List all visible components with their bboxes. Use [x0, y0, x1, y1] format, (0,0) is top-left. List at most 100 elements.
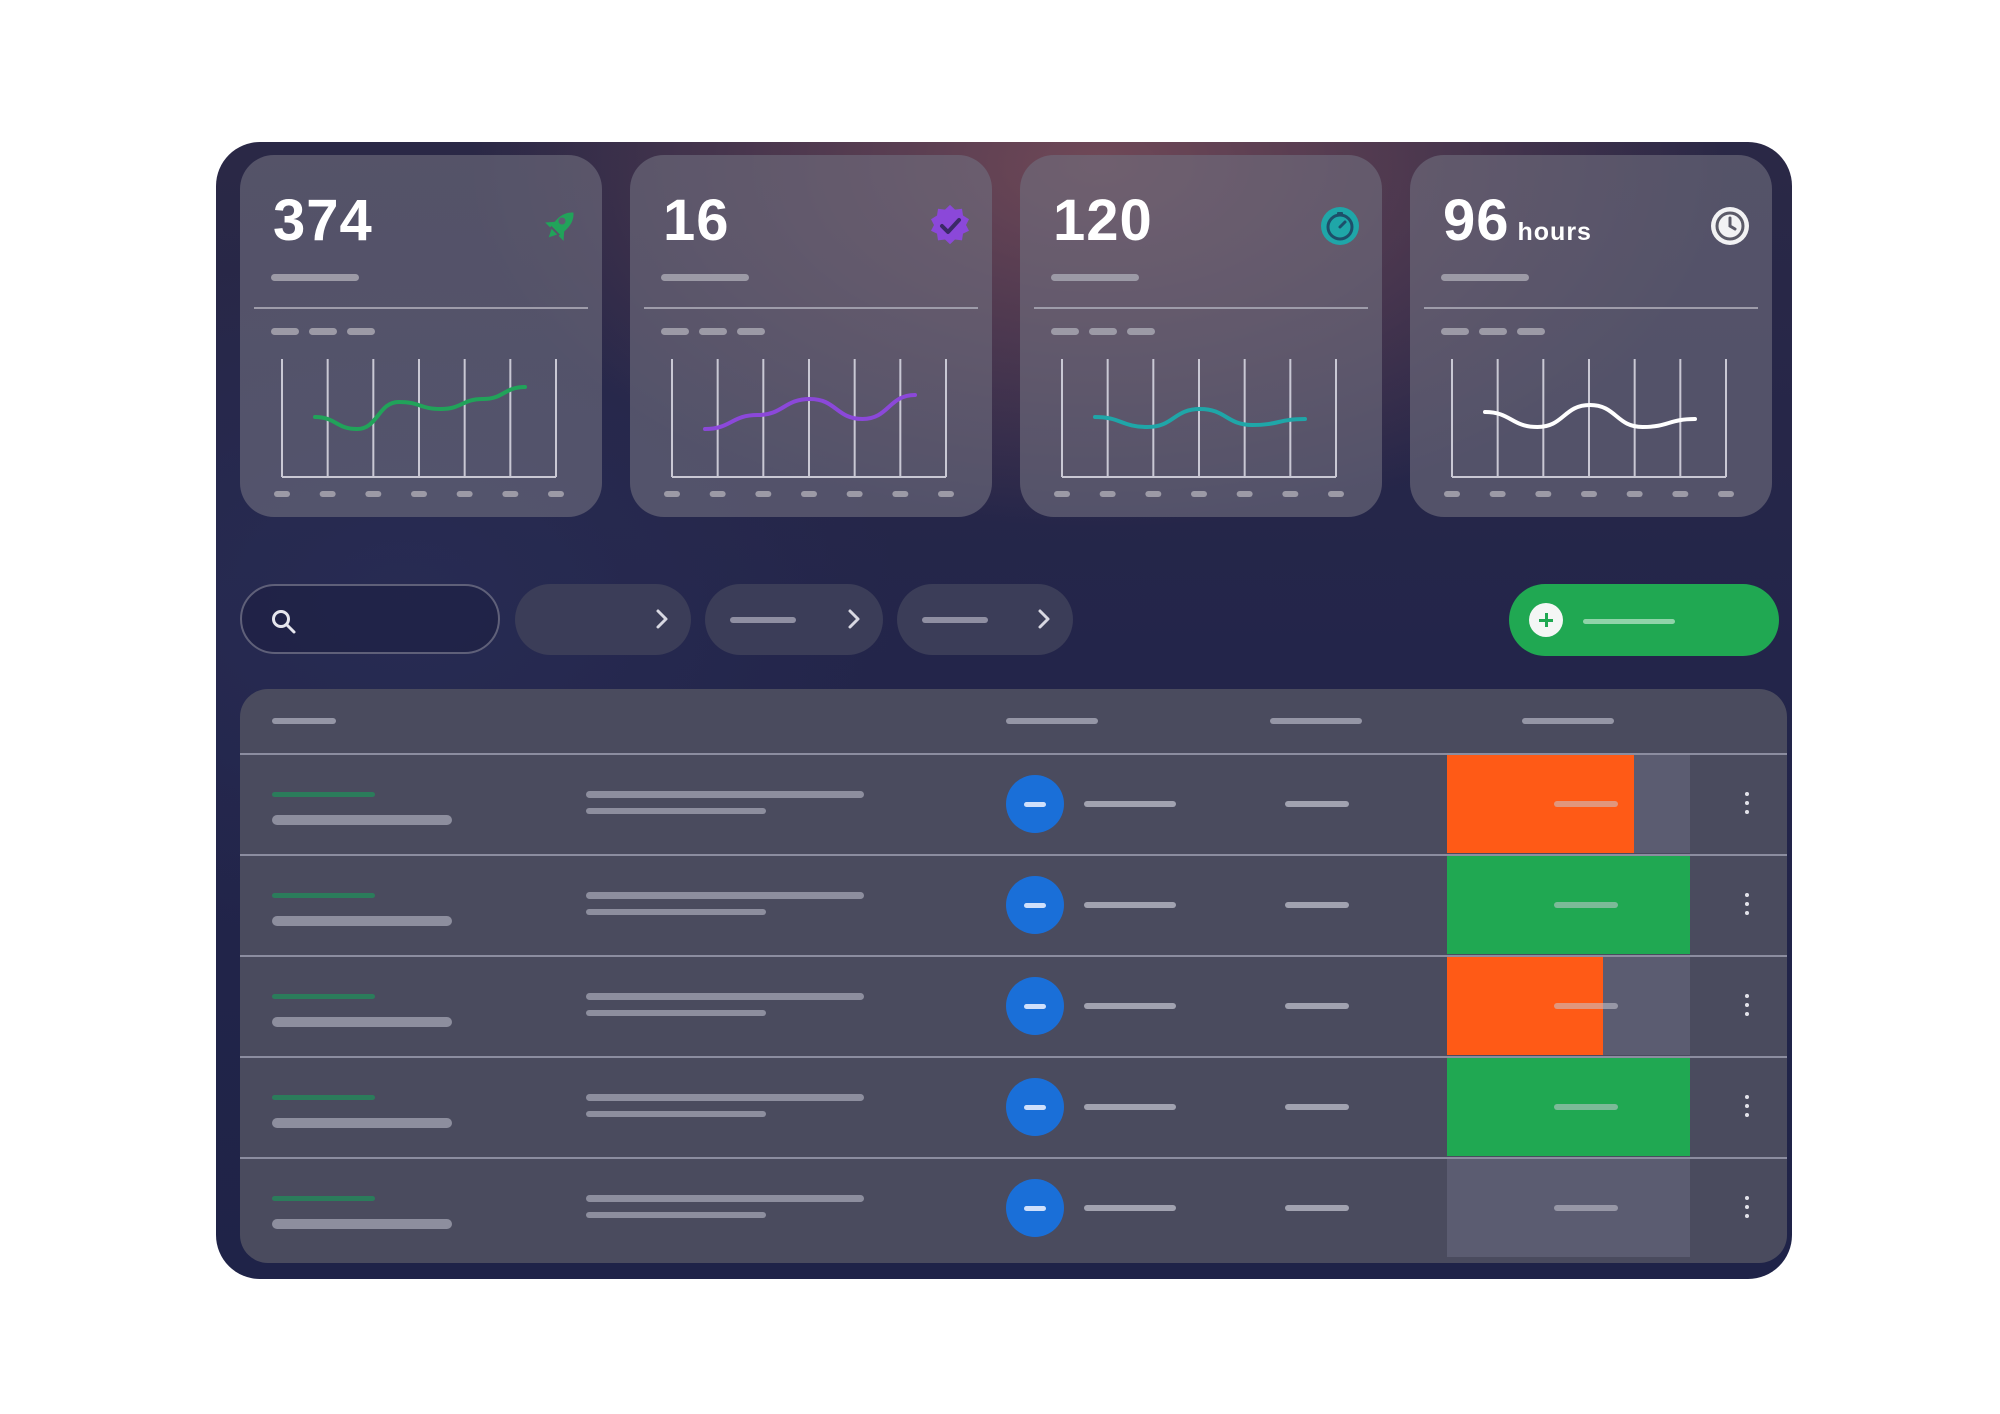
x-tick-placeholder — [274, 491, 290, 497]
row-cell-placeholder — [1084, 1003, 1176, 1009]
row-title-placeholder — [272, 815, 452, 825]
x-tick-placeholder — [709, 491, 726, 497]
search-input[interactable] — [240, 584, 500, 654]
filter-label-placeholder — [922, 617, 988, 623]
add-new-button[interactable] — [1509, 584, 1779, 656]
x-tick-placeholder — [1054, 491, 1070, 497]
filter-dropdown-3[interactable] — [897, 584, 1073, 655]
status-progress — [1447, 1159, 1690, 1257]
column-header-1[interactable] — [272, 718, 336, 724]
status-label-placeholder — [1554, 1205, 1618, 1211]
verified-badge-icon — [931, 204, 969, 245]
row-cell-placeholder — [1285, 902, 1349, 908]
status-label-placeholder — [1554, 1104, 1618, 1110]
table-row[interactable] — [240, 753, 1787, 853]
filter-label-placeholder — [730, 617, 796, 623]
row-cell-placeholder — [1084, 801, 1176, 807]
dashboard-window: 374 16 120 — [216, 142, 1792, 1279]
legend-chips — [661, 328, 765, 335]
filter-dropdown-2[interactable] — [705, 584, 883, 655]
row-description-placeholder — [586, 1111, 766, 1117]
sparkline-chart — [274, 359, 564, 497]
row-description-placeholder — [586, 808, 766, 814]
row-description-placeholder — [586, 1094, 864, 1101]
row-cell-placeholder — [1285, 1205, 1349, 1211]
stopwatch-icon — [1321, 207, 1359, 245]
minus-circle-icon[interactable] — [1006, 876, 1064, 934]
filter-dropdown-1[interactable] — [515, 584, 691, 655]
row-cell-placeholder — [1084, 1104, 1176, 1110]
more-options-icon[interactable] — [1745, 1095, 1749, 1117]
chevron-right-icon — [656, 609, 668, 629]
row-title-placeholder — [272, 1017, 452, 1027]
stat-value: 96 hours — [1443, 188, 1592, 253]
status-progress — [1447, 755, 1690, 853]
row-cell-placeholder — [1084, 1205, 1176, 1211]
row-cell-placeholder — [1285, 1003, 1349, 1009]
stat-card-hours[interactable]: 96 hours — [1410, 155, 1772, 517]
more-options-icon[interactable] — [1745, 1196, 1749, 1218]
table-header — [240, 689, 1787, 753]
x-tick-placeholder — [1145, 491, 1162, 497]
x-tick-placeholder — [846, 491, 863, 497]
minus-circle-icon[interactable] — [1006, 1179, 1064, 1237]
table-row[interactable] — [240, 955, 1787, 1055]
x-tick-placeholder — [1099, 491, 1116, 497]
divider — [1424, 307, 1758, 309]
status-progress — [1447, 1058, 1690, 1156]
more-options-icon[interactable] — [1745, 994, 1749, 1016]
minus-circle-icon[interactable] — [1006, 977, 1064, 1035]
row-subtitle-placeholder — [272, 994, 375, 999]
sparkline-chart — [1054, 359, 1344, 497]
table-row[interactable] — [240, 1157, 1787, 1257]
x-tick-placeholder — [1672, 491, 1689, 497]
column-header-3[interactable] — [1270, 718, 1362, 724]
x-tick-placeholder — [1489, 491, 1506, 497]
x-tick-placeholder — [319, 491, 336, 497]
x-tick-placeholder — [1626, 491, 1643, 497]
sparkline-series — [703, 393, 917, 431]
sparkline-series — [313, 385, 527, 432]
table-row[interactable] — [240, 1056, 1787, 1156]
stat-value: 374 — [273, 188, 373, 253]
more-options-icon[interactable] — [1745, 893, 1749, 915]
status-label-placeholder — [1554, 1003, 1618, 1009]
divider — [1034, 307, 1368, 309]
sparkline-series — [1093, 406, 1307, 430]
chevron-right-icon — [1038, 609, 1050, 629]
stat-card-verified[interactable]: 16 — [630, 155, 992, 517]
more-options-icon[interactable] — [1745, 792, 1749, 814]
x-tick-placeholder — [801, 491, 817, 497]
plus-icon — [1529, 603, 1563, 637]
status-label-placeholder — [1554, 902, 1618, 908]
x-tick-placeholder — [938, 491, 954, 497]
row-title-placeholder — [272, 1118, 452, 1128]
x-tick-placeholder — [1191, 491, 1207, 497]
status-progress — [1447, 957, 1690, 1055]
row-title-placeholder — [272, 1219, 452, 1229]
stat-card-rocket[interactable]: 374 — [240, 155, 602, 517]
column-header-2[interactable] — [1006, 718, 1098, 724]
search-icon — [272, 610, 296, 634]
column-header-4[interactable] — [1522, 718, 1614, 724]
x-tick-placeholder — [1236, 491, 1253, 497]
stat-card-stopwatch[interactable]: 120 — [1020, 155, 1382, 517]
stat-label-placeholder — [271, 274, 359, 281]
row-description-placeholder — [586, 993, 864, 1000]
minus-circle-icon[interactable] — [1006, 775, 1064, 833]
table-row[interactable] — [240, 854, 1787, 954]
minus-circle-icon[interactable] — [1006, 1078, 1064, 1136]
row-subtitle-placeholder — [272, 792, 375, 797]
row-subtitle-placeholder — [272, 893, 375, 898]
stat-label-placeholder — [1051, 274, 1139, 281]
row-cell-placeholder — [1285, 1104, 1349, 1110]
sparkline-chart — [1444, 359, 1734, 497]
x-tick-placeholder — [664, 491, 680, 497]
divider — [644, 307, 978, 309]
x-tick-placeholder — [1282, 491, 1299, 497]
x-tick-placeholder — [1535, 491, 1552, 497]
x-tick-placeholder — [1328, 491, 1344, 497]
stat-label-placeholder — [1441, 274, 1529, 281]
row-cell-placeholder — [1084, 902, 1176, 908]
x-tick-placeholder — [411, 491, 427, 497]
